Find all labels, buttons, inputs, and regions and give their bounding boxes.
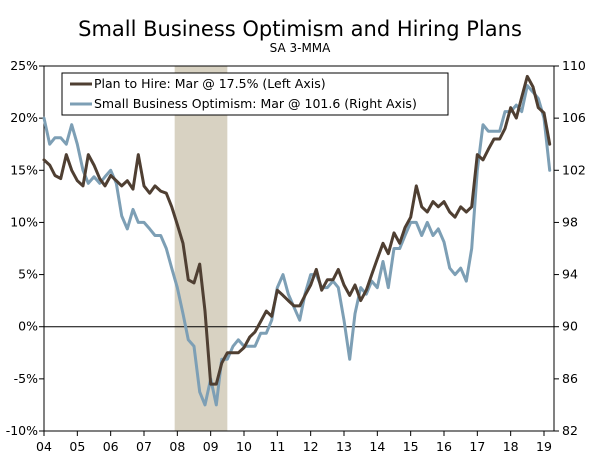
series-line-plan-to-hire: [42, 74, 552, 386]
x-tick-label: 11: [269, 439, 285, 454]
x-tick-label: 05: [69, 439, 85, 454]
right-tick-label: 82: [562, 423, 578, 438]
x-tick-label: 13: [336, 439, 352, 454]
x-tick-label: 14: [369, 439, 385, 454]
right-tick-label: 90: [562, 319, 578, 334]
series-line-optimism: [42, 84, 552, 407]
left-tick-label: 15%: [10, 162, 38, 177]
left-tick-label: -10%: [6, 423, 38, 438]
series-layer: [42, 74, 552, 407]
chart-title: Small Business Optimism and Hiring Plans: [78, 17, 522, 41]
left-tick-label: 20%: [10, 110, 38, 125]
legend: Plan to Hire: Mar @ 17.5% (Left Axis) Sm…: [61, 72, 449, 116]
right-tick-label: 110: [562, 58, 586, 73]
x-tick-label: 18: [503, 439, 519, 454]
chart-subtitle: SA 3-MMA: [270, 41, 332, 55]
x-tick-label: 12: [303, 439, 319, 454]
right-tick-label: 98: [562, 214, 578, 229]
legend-box: [61, 72, 449, 116]
x-tick-label: 16: [436, 439, 452, 454]
plot-frame: [43, 65, 555, 432]
right-tick-label: 94: [562, 267, 578, 282]
x-tick-label: 06: [103, 439, 119, 454]
x-tick-label: 10: [236, 439, 252, 454]
x-tick-label: 15: [403, 439, 419, 454]
right-tick-label: 86: [562, 371, 578, 386]
right-tick-label: 106: [562, 110, 586, 125]
x-tick-label: 08: [169, 439, 185, 454]
legend-label-optimism: Small Business Optimism: Mar @ 101.6 (Ri…: [94, 96, 417, 111]
left-tick-label: 10%: [10, 214, 38, 229]
legend-label-plan-to-hire: Plan to Hire: Mar @ 17.5% (Left Axis): [94, 76, 326, 91]
left-tick-label: 5%: [18, 267, 38, 282]
left-tick-label: -5%: [14, 371, 38, 386]
left-tick-label: 25%: [10, 58, 38, 73]
x-tick-label: 17: [469, 439, 485, 454]
x-tick-label: 19: [536, 439, 552, 454]
x-tick-label: 09: [203, 439, 219, 454]
left-tick-label: 0%: [18, 319, 38, 334]
x-tick-label: 04: [36, 439, 52, 454]
x-tick-label: 07: [136, 439, 152, 454]
right-tick-label: 102: [562, 162, 586, 177]
axes-layer: -10% -5% 0% 5% 10% 15% 20% 25% 82 86 90 94 98 102 106 1…: [6, 58, 586, 454]
